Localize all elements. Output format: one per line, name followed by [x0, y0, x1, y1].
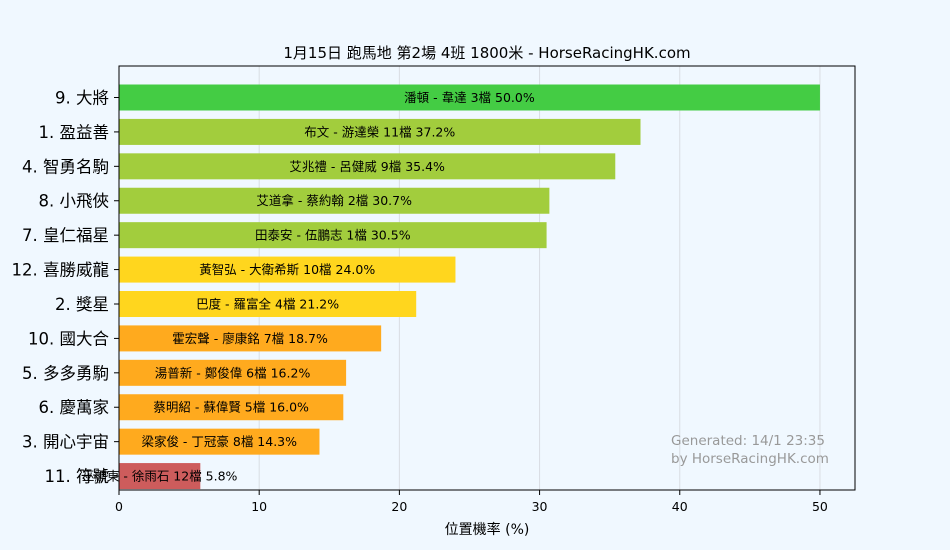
bar: [119, 359, 347, 386]
bar: [119, 290, 417, 317]
bar-label: 布文 - 游達榮 11檔 37.2%: [304, 124, 455, 139]
bar: [119, 325, 382, 352]
y-axis-labels: 9. 大將 1. 盈益善 4. 智勇名駒 8. 小飛俠 7. 皇仁福星 12. 喜勝威龍 2…: [12, 89, 119, 486]
bar-label: 艾兆禮 - 呂健威 9檔 35.4%: [289, 159, 445, 174]
category-label: 3. 開心宇宙: [22, 433, 109, 452]
bar: [119, 394, 344, 421]
bar: [119, 153, 616, 180]
bar-label: 黃智弘 - 大衛希斯 10檔 24.0%: [199, 262, 375, 277]
bar: [119, 428, 320, 455]
bar: [119, 222, 547, 249]
bar: [119, 187, 550, 214]
watermark-generated: Generated: 14/1 23:35: [671, 433, 825, 449]
bar-label: 艾道拿 - 蔡約翰 2檔 30.7%: [256, 193, 412, 208]
category-label: 4. 智勇名駒: [22, 157, 109, 176]
category-label: 5. 多多勇駒: [22, 364, 109, 383]
bar-label: 巫顯東 - 徐雨石 12檔 5.8%: [82, 469, 238, 484]
x-tick-label: 10: [251, 499, 267, 514]
bar: [119, 118, 641, 145]
bar-label: 巴度 - 羅富全 4檔 21.2%: [196, 296, 339, 311]
category-label: 9. 大將: [55, 89, 109, 108]
bar: [119, 463, 201, 490]
bar-label: 梁家俊 - 丁冠豪 8檔 14.3%: [141, 434, 297, 449]
bar-label: 湯普新 - 鄭俊偉 6檔 16.2%: [155, 365, 311, 380]
category-label: 2. 獎星: [55, 295, 109, 314]
category-label: 11. 符號: [45, 467, 110, 486]
x-tick-label: 20: [391, 499, 407, 514]
watermark: Generated: 14/1 23:35 by HorseRacingHK.c…: [671, 432, 829, 468]
bar-label: 霍宏聲 - 廖康銘 7檔 18.7%: [172, 331, 328, 346]
watermark-site: by HorseRacingHK.com: [671, 451, 829, 467]
plot-frame: [118, 65, 856, 491]
category-label: 6. 慶萬家: [39, 398, 110, 417]
category-label: 10. 國大合: [28, 329, 109, 348]
chart-title: 1月15日 跑馬地 第2場 4班 1800米 - HorseRacingHK.c…: [283, 44, 690, 62]
x-axis-ticks: 0 10 20 30 40 50: [115, 490, 828, 514]
x-tick-label: 40: [672, 499, 688, 514]
bar: [119, 84, 820, 111]
bar-label: 潘頓 - 韋達 3檔 50.0%: [404, 90, 535, 105]
category-label: 1. 盈益善: [39, 123, 110, 142]
bar-label: 田泰安 - 伍鵬志 1檔 30.5%: [255, 228, 411, 243]
x-axis-label: 位置機率 (%): [445, 521, 530, 538]
bars: 潘頓 - 韋達 3檔 50.0% 布文 - 游達榮 11檔 37.2% 艾兆禮 - …: [82, 84, 820, 490]
category-label: 7. 皇仁福星: [22, 226, 109, 245]
x-tick-label: 50: [812, 499, 828, 514]
x-tick-label: 0: [115, 499, 123, 514]
bar: [119, 256, 456, 283]
category-label: 12. 喜勝威龍: [12, 261, 110, 280]
bar-label: 蔡明紹 - 蘇偉賢 5檔 16.0%: [153, 400, 309, 415]
x-tick-label: 30: [532, 499, 548, 514]
category-label: 8. 小飛俠: [39, 192, 110, 211]
